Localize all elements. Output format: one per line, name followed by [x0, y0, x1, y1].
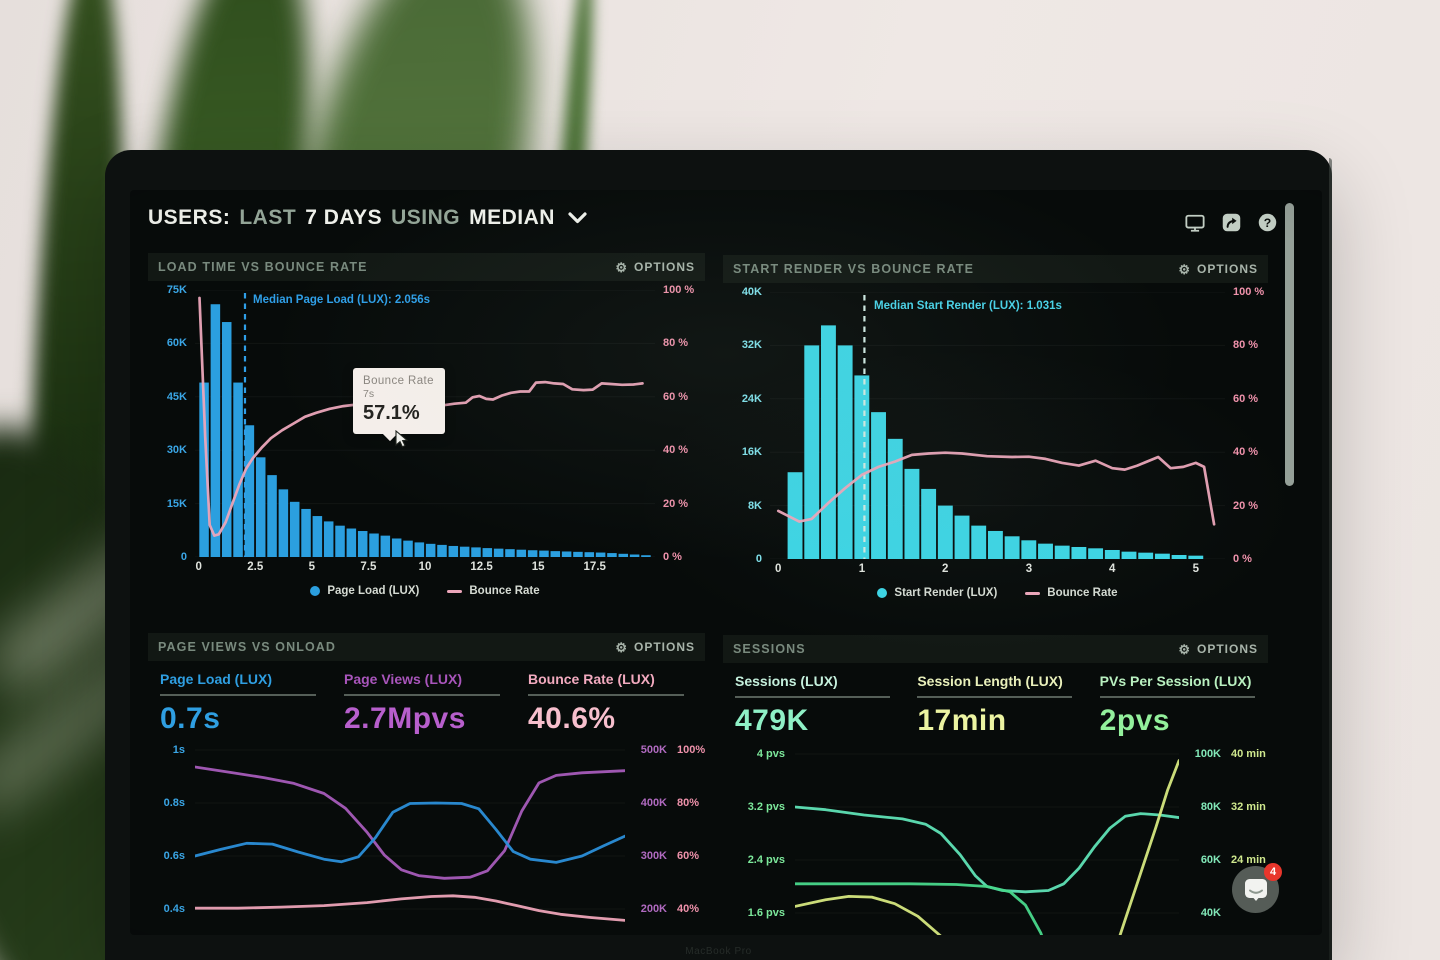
panel-title: PAGE VIEWS VS ONLOAD	[158, 640, 337, 654]
chevron-down-icon[interactable]	[568, 212, 587, 224]
x-axis: 0 1 2 3 4 5	[774, 563, 1200, 575]
laptop: USERS: LAST 7 DAYS USING MEDIAN ?	[105, 150, 1332, 960]
panel-start-render-header: START RENDER VS BOUNCE RATE ⚙ OPTIONS	[723, 255, 1268, 283]
options-button[interactable]: ⚙ OPTIONS	[615, 639, 695, 655]
legend-line	[1025, 591, 1041, 595]
share-icon[interactable]	[1221, 212, 1242, 233]
options-button[interactable]: ⚙ OPTIONS	[1178, 641, 1258, 657]
gear-icon: ⚙	[615, 639, 628, 655]
metric-bounce-rate: Bounce Rate (LUX) 40.6%	[528, 671, 698, 736]
legend-item[interactable]: Start Render (LUX)	[877, 587, 997, 599]
legend: Page Load (LUX) Bounce Rate	[195, 585, 655, 597]
panel-page-views-header: PAGE VIEWS VS ONLOAD ⚙ OPTIONS	[148, 633, 705, 661]
gear-icon: ⚙	[1178, 261, 1191, 277]
y-axis-right: 100 % 80 % 60 % 40 % 20 % 0 %	[663, 284, 695, 563]
metrics-row: Sessions (LUX) 479K Session Length (LUX)…	[723, 663, 1268, 738]
panel-sessions: SESSIONS ⚙ OPTIONS Sessions (LUX) 479K Se…	[723, 635, 1268, 935]
metric-session-length: Session Length (LUX) 17min	[917, 673, 1085, 738]
dashboard-screen: USERS: LAST 7 DAYS USING MEDIAN ?	[130, 190, 1322, 935]
metric-page-load: Page Load (LUX) 0.7s	[160, 671, 330, 736]
metric-pvs-per-session: PVs Per Session (LUX) 2pvs	[1099, 673, 1268, 738]
legend-dot	[310, 586, 321, 596]
legend-item[interactable]: Bounce Rate	[447, 585, 540, 597]
page-views-chart	[195, 742, 625, 935]
x-axis: 0 2.5 5 7.5 10 12.5 15 17.5	[195, 561, 606, 573]
panel-load-time-header: LOAD TIME VS BOUNCE RATE ⚙ OPTIONS	[148, 253, 705, 281]
y-axis-right: 100 % 80 % 60 % 40 % 20 % 0 %	[1233, 286, 1265, 565]
title-days: 7 DAYS	[305, 206, 383, 229]
laptop-brand-label: MacBook Pro	[685, 946, 752, 957]
y-axis-left: 75K 60K 45K 30K 15K 0	[166, 284, 187, 563]
tooltip: Bounce Rate 7s 57.1%	[353, 368, 445, 442]
chat-unread-badge: 4	[1264, 863, 1282, 881]
y-axis-right: 500K 100% 400K 80% 300K 60% 200K 40%	[640, 744, 706, 915]
title-using: USING	[391, 206, 461, 229]
panel-page-views: PAGE VIEWS VS ONLOAD ⚙ OPTIONS Page Load …	[148, 633, 705, 935]
legend-line	[447, 589, 463, 593]
gear-icon: ⚙	[1178, 641, 1191, 657]
metrics-row: Page Load (LUX) 0.7s Page Views (LUX) 2.…	[148, 661, 705, 736]
panel-title: START RENDER VS BOUNCE RATE	[733, 262, 975, 276]
chat-launcher[interactable]: 4	[1232, 863, 1282, 913]
legend: Start Render (LUX) Bounce Rate	[770, 587, 1225, 599]
panel-start-render: START RENDER VS BOUNCE RATE ⚙ OPTIONS 40K…	[723, 255, 1268, 599]
panel-title: LOAD TIME VS BOUNCE RATE	[158, 260, 368, 274]
scrollbar-thumb[interactable]	[1285, 203, 1294, 486]
y-axis-left: 40K 32K 24K 16K 8K 0	[741, 286, 762, 565]
gear-icon: ⚙	[615, 259, 628, 275]
title-users: USERS:	[148, 206, 231, 229]
header-icons: ?	[1184, 212, 1278, 233]
panel-load-time: LOAD TIME VS BOUNCE RATE ⚙ OPTIONS 75K 60…	[148, 253, 705, 597]
title-median[interactable]: MEDIAN	[469, 206, 555, 229]
dashboard-title: USERS: LAST 7 DAYS USING MEDIAN	[148, 206, 587, 230]
load-time-chart: Median Page Load (LUX): 2.056s Bounce Ra…	[195, 290, 655, 557]
help-icon[interactable]: ?	[1257, 212, 1278, 233]
panel-sessions-header: SESSIONS ⚙ OPTIONS	[723, 635, 1268, 663]
legend-dot	[877, 588, 888, 598]
chat-bubble-icon	[1244, 878, 1267, 901]
options-button[interactable]: ⚙ OPTIONS	[1178, 261, 1258, 277]
legend-item[interactable]: Page Load (LUX)	[310, 585, 419, 597]
svg-text:?: ?	[1264, 216, 1271, 230]
y-axis-left: 1s 0.8s 0.6s 0.4s	[163, 744, 185, 915]
median-annotation: Median Start Render (LUX): 1.031s	[874, 300, 1062, 312]
legend-item[interactable]: Bounce Rate	[1025, 587, 1118, 599]
median-annotation: Median Page Load (LUX): 2.056s	[253, 294, 431, 306]
metric-page-views: Page Views (LUX) 2.7Mpvs	[344, 671, 514, 736]
y-axis-left: 4 pvs 3.2 pvs 2.4 pvs 1.6 pvs	[747, 748, 785, 919]
y-axis-right: 100K 40 min 80K 32 min 60K 24 min 40K	[1194, 748, 1266, 919]
mouse-cursor-icon	[395, 430, 410, 449]
monitor-icon[interactable]	[1184, 213, 1206, 233]
title-last: LAST	[239, 206, 297, 229]
panel-title: SESSIONS	[733, 642, 806, 656]
start-render-chart: Median Start Render (LUX): 1.031s	[770, 292, 1225, 559]
sessions-chart	[795, 744, 1179, 935]
options-button[interactable]: ⚙ OPTIONS	[615, 259, 695, 275]
metric-sessions: Sessions (LUX) 479K	[735, 673, 903, 738]
